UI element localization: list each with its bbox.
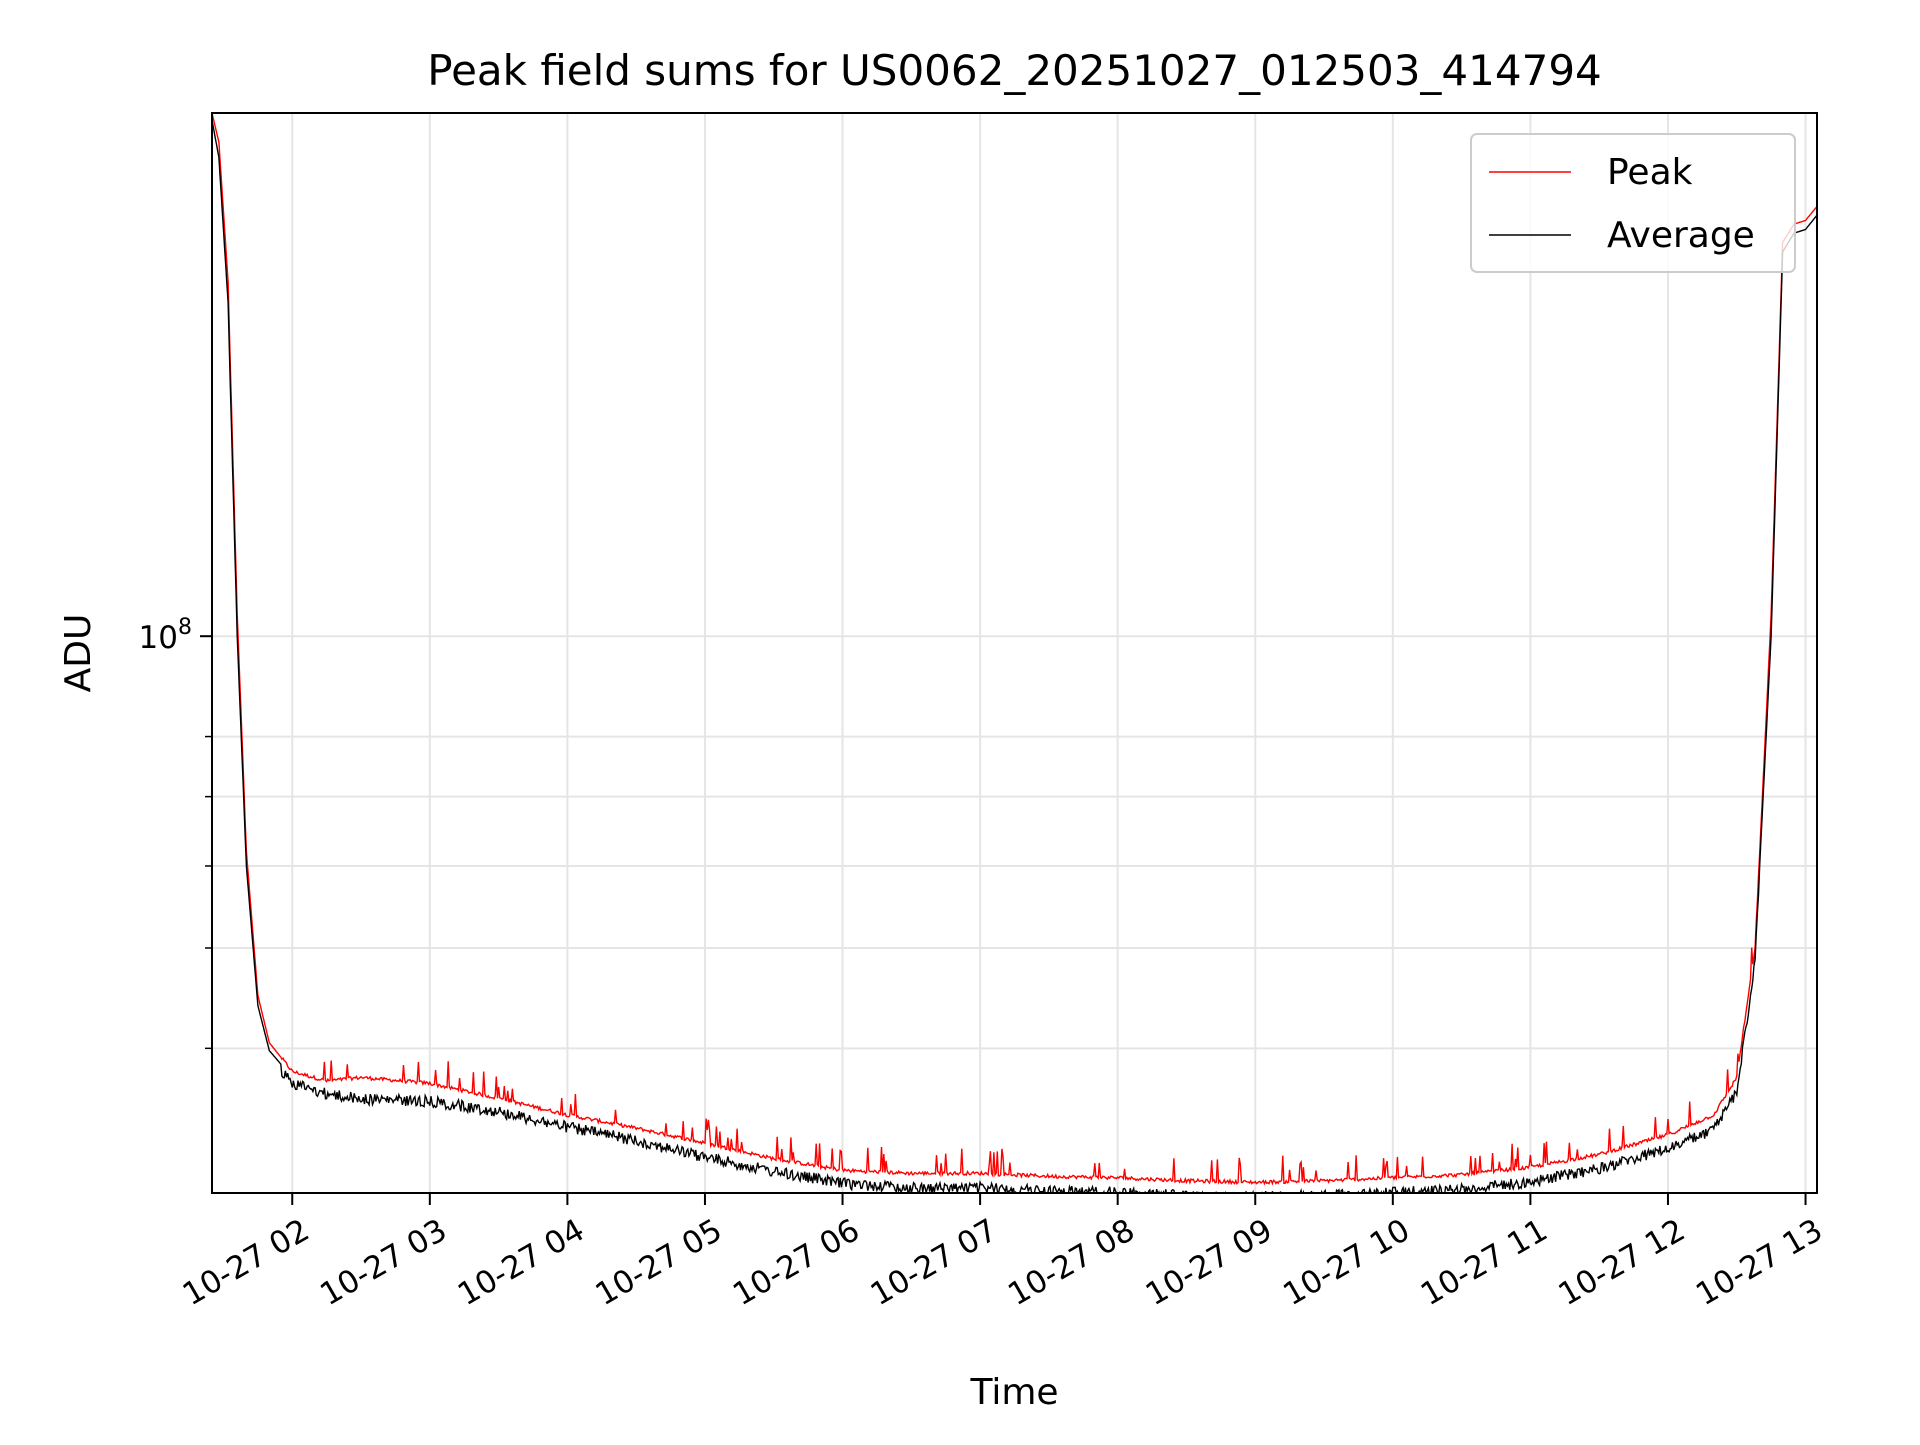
plot-frame xyxy=(211,112,1818,1194)
legend: Peak Average xyxy=(1470,133,1796,273)
chart-title: Peak field sums for US0062_20251027_0125… xyxy=(427,46,1602,95)
y-axis: 108 xyxy=(139,615,212,1050)
legend-label-peak: Peak xyxy=(1607,152,1693,193)
y-tick-label: 108 xyxy=(139,615,192,656)
grid xyxy=(212,113,1817,1193)
series-line-peak xyxy=(212,113,1817,1186)
series-line-average xyxy=(212,119,1817,1193)
y-axis-label: ADU xyxy=(58,614,99,693)
plot-lines xyxy=(212,113,1817,1193)
legend-box xyxy=(1470,133,1796,273)
legend-label-average: Average xyxy=(1607,215,1755,256)
x-axis-label: Time xyxy=(969,1372,1058,1413)
